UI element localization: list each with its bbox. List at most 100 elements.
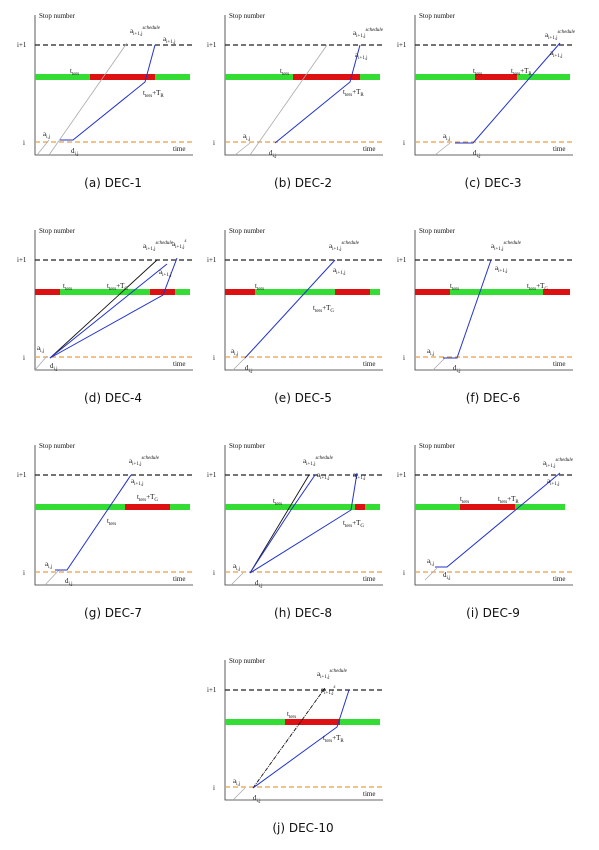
y-axis-title: Stop number (39, 12, 76, 20)
signal-phase (90, 74, 155, 80)
superscript: s (333, 685, 335, 690)
upper-stop-label: i+1 (397, 471, 407, 479)
upper-stop-label: i+1 (207, 471, 217, 479)
lower-stop-label: i (213, 784, 215, 792)
subscript: i+1,j (324, 691, 333, 696)
subscript: R (528, 72, 532, 77)
subscript: i+1,j (546, 464, 555, 469)
annotation: di,j (453, 364, 461, 374)
y-axis-title: Stop number (229, 227, 266, 235)
annotation: ai+1,j (547, 477, 559, 487)
schedule-trajectory (252, 687, 326, 789)
subscript: i,j (234, 352, 238, 357)
subscript: ters (462, 500, 469, 505)
symbol: a (143, 242, 147, 250)
subscript: i,j (259, 584, 263, 589)
subscript: i,j (447, 576, 451, 581)
lower-stop-label: i (213, 354, 215, 362)
annotation: ai+1,j (355, 51, 367, 61)
annotation: tters (255, 282, 264, 292)
symbol: a (547, 477, 551, 485)
upper-stop-label: i+1 (17, 471, 27, 479)
lower-stop-label: i (403, 139, 405, 147)
annotation: di,j (65, 577, 73, 587)
symbol: t (511, 67, 513, 75)
signal-phase (515, 504, 565, 510)
annotation: tters+TR (343, 88, 364, 98)
subscript: R (160, 94, 164, 99)
annotation: ai+1,jschedule (130, 26, 161, 37)
annotation: ai+1,jschedule (317, 669, 348, 680)
annotation: ai+1,jschedule (491, 241, 522, 252)
annotation: tters (273, 497, 282, 507)
axes (34, 230, 193, 371)
signal-phase (35, 504, 125, 510)
symbol: t (255, 282, 257, 290)
annotation: tters+TR (511, 67, 532, 77)
subscript: i,j (457, 369, 461, 374)
caption: (g) DEC-7 (84, 606, 142, 620)
schedule-line (424, 567, 438, 581)
caption: (i) DEC-9 (466, 606, 520, 620)
trajectory (435, 472, 561, 568)
subscript: i+1,j (356, 34, 365, 39)
subscript: i+1,j (336, 271, 345, 276)
annotation: ai+1,j (163, 35, 175, 45)
signal-phase (370, 289, 380, 295)
schedule-line (230, 572, 244, 586)
symbol: t (273, 497, 275, 505)
symbol: +T (116, 282, 125, 290)
symbol: a (233, 562, 237, 570)
signal-phase (35, 74, 90, 80)
lower-stop-label: i (23, 139, 25, 147)
annotation: ai,j (243, 132, 250, 142)
signal-phase (60, 289, 150, 295)
symbol: a (355, 51, 359, 59)
symbol: a (243, 132, 247, 140)
annotation: ai,j (45, 560, 52, 570)
symbol: a (159, 268, 163, 276)
signal-phase (360, 74, 380, 80)
caption: (f) DEC-6 (466, 391, 521, 405)
symbol: a (163, 35, 167, 43)
trajectory (49, 257, 178, 359)
signal-phase (225, 289, 255, 295)
symbol: +T (146, 493, 155, 501)
annotation: ai,j (427, 347, 434, 357)
upper-stop-label: i+1 (397, 256, 407, 264)
subscript: i,j (273, 154, 277, 159)
symbol: t (280, 67, 282, 75)
axes (414, 15, 573, 156)
symbol: t (70, 67, 72, 75)
annotation: ai,j (233, 777, 240, 787)
subscript: i+1,j (498, 269, 507, 274)
annotation: tters+TG (137, 493, 158, 503)
subscript: i,j (75, 152, 79, 157)
signal-phase (475, 74, 517, 80)
symbol: +T (352, 88, 361, 96)
y-axis-title: Stop number (419, 12, 456, 20)
annotation: ai+1,jschedule (329, 241, 360, 252)
symbol: a (37, 344, 41, 352)
lower-stop-label: i (23, 569, 25, 577)
annotation: tters (70, 67, 79, 77)
signal-phase (450, 289, 543, 295)
symbol: t (343, 88, 345, 96)
schedule-line (234, 142, 251, 156)
upper-stop-label: i+1 (397, 41, 407, 49)
symbol: +T (152, 89, 161, 97)
caption: (d) DEC-4 (84, 391, 142, 405)
subscript: ters (139, 498, 146, 503)
subscript: G (154, 498, 158, 503)
subscript: i+1,j (162, 273, 171, 278)
symbol: t (343, 519, 345, 527)
annotation: ai+1,j (333, 266, 345, 276)
signal-phase (355, 504, 365, 510)
annotation: tters+TG (107, 282, 128, 292)
symbol: t (498, 495, 500, 503)
subscript: i+1,j (146, 247, 155, 252)
subscript: i,j (246, 137, 250, 142)
subscript: R (360, 93, 364, 98)
subscript: i+1,j (332, 247, 341, 252)
